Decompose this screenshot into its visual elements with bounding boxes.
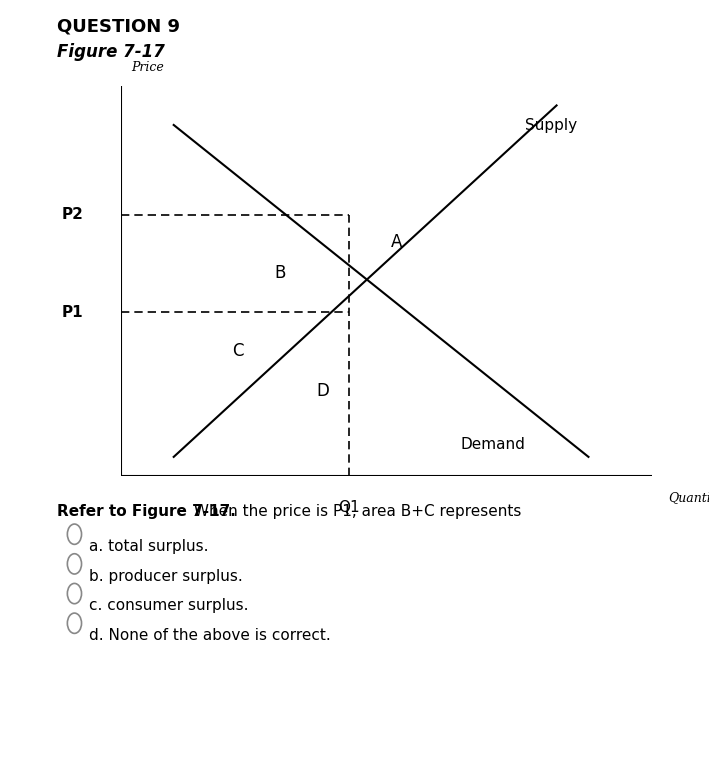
Text: d. None of the above is correct.: d. None of the above is correct. [89, 628, 330, 643]
Text: a. total surplus.: a. total surplus. [89, 539, 208, 554]
Text: C: C [232, 342, 243, 361]
Text: Refer to Figure 7-17.: Refer to Figure 7-17. [57, 504, 235, 519]
Text: D: D [316, 381, 329, 400]
Text: When the price is P1, area B+C represents: When the price is P1, area B+C represent… [189, 504, 522, 519]
Text: QUESTION 9: QUESTION 9 [57, 17, 179, 35]
Text: P1: P1 [62, 305, 84, 320]
Text: Price: Price [131, 61, 164, 74]
Text: Demand: Demand [461, 437, 526, 452]
Text: Quantity: Quantity [668, 492, 709, 505]
Text: A: A [391, 233, 403, 251]
Text: c. consumer surplus.: c. consumer surplus. [89, 598, 248, 613]
Text: Supply: Supply [525, 118, 577, 133]
Text: b. producer surplus.: b. producer surplus. [89, 569, 242, 583]
Text: B: B [274, 264, 286, 283]
Text: Figure 7-17: Figure 7-17 [57, 43, 164, 61]
Text: Q1: Q1 [338, 500, 360, 515]
Text: P2: P2 [62, 207, 84, 223]
